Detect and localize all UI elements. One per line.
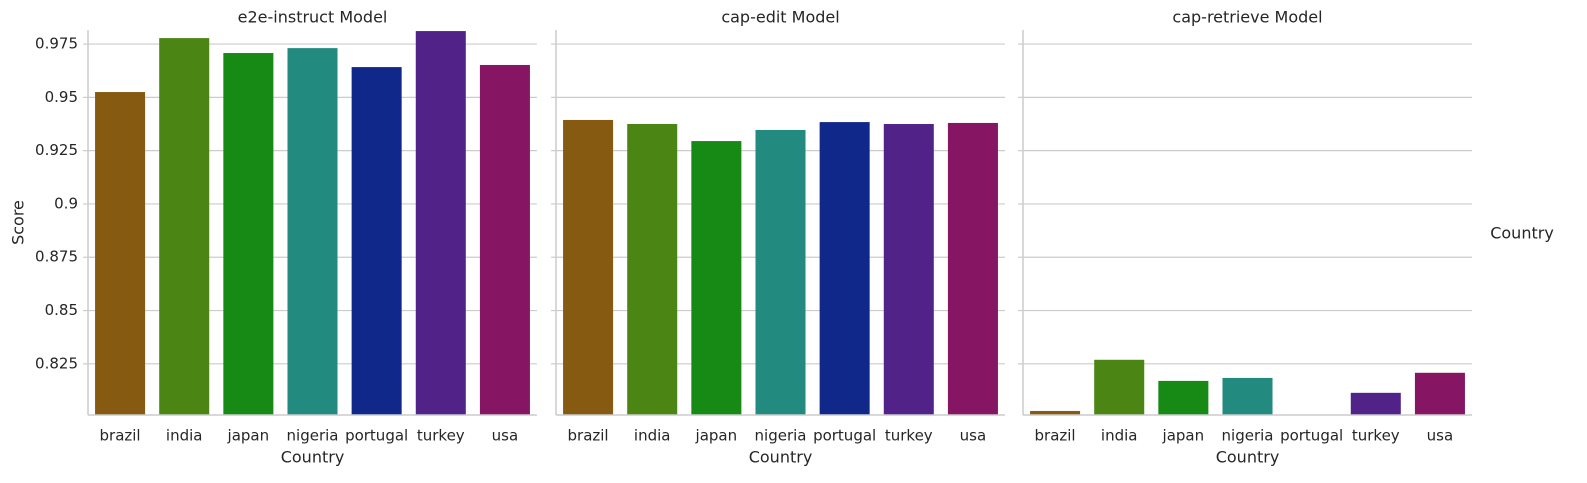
x-tick-label: usa <box>1427 427 1454 445</box>
x-tick-label: turkey <box>1352 427 1400 445</box>
panel-title: e2e-instruct Model <box>238 8 388 27</box>
bar <box>1350 392 1401 415</box>
x-tick-label: turkey <box>885 427 933 445</box>
bar <box>479 64 530 415</box>
bar <box>1222 377 1273 415</box>
panel-title: cap-edit Model <box>721 8 839 27</box>
y-tick-label: 0.9 <box>54 194 78 212</box>
bar <box>1094 359 1145 415</box>
bar <box>1030 410 1081 415</box>
x-tick-label: india <box>1101 427 1138 445</box>
x-tick-label: brazil <box>100 427 141 445</box>
bar <box>287 48 338 416</box>
bar <box>351 67 402 416</box>
x-tick-label: portugal <box>345 427 408 445</box>
x-tick-label: usa <box>960 427 987 445</box>
y-tick-label: 0.875 <box>35 248 78 266</box>
x-axis-label: Country <box>749 448 813 467</box>
y-tick-label: 0.95 <box>45 88 78 106</box>
bar <box>563 119 614 415</box>
bar <box>755 129 806 415</box>
x-tick-label: usa <box>492 427 519 445</box>
x-tick-label: portugal <box>1280 427 1343 445</box>
x-tick-label: nigeria <box>755 427 807 445</box>
x-tick-label: japan <box>695 427 738 445</box>
x-tick-label: india <box>166 427 203 445</box>
bar <box>223 53 274 415</box>
y-tick-label: 0.925 <box>35 141 78 159</box>
legend-title: Country <box>1490 224 1554 243</box>
bar <box>883 124 934 415</box>
bar <box>947 122 998 415</box>
x-tick-label: brazil <box>568 427 609 445</box>
bar <box>415 31 466 416</box>
x-tick-label: nigeria <box>1222 427 1274 445</box>
y-axis-label: Score <box>9 200 28 245</box>
x-axis-label: Country <box>281 448 345 467</box>
y-tick-label: 0.975 <box>35 35 78 53</box>
bar <box>819 122 870 416</box>
bar <box>1414 372 1465 415</box>
bar <box>627 124 678 415</box>
panel-title: cap-retrieve Model <box>1172 8 1322 27</box>
x-tick-label: japan <box>227 427 270 445</box>
x-tick-label: portugal <box>813 427 876 445</box>
bar <box>95 92 146 415</box>
x-tick-label: india <box>634 427 671 445</box>
x-axis-label: Country <box>1216 448 1280 467</box>
y-tick-label: 0.85 <box>45 301 78 319</box>
bar <box>159 38 210 416</box>
x-tick-label: nigeria <box>287 427 339 445</box>
x-tick-label: turkey <box>417 427 465 445</box>
y-tick-label: 0.825 <box>35 354 78 372</box>
x-tick-label: japan <box>1162 427 1205 445</box>
bar <box>691 141 742 415</box>
x-tick-label: brazil <box>1035 427 1076 445</box>
bar <box>1158 380 1209 415</box>
